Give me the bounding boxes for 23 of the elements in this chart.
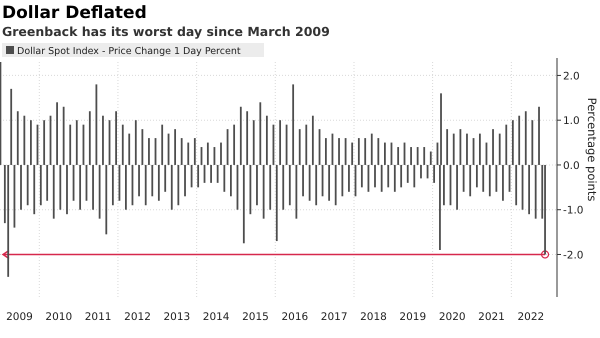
x-tick-label: 2016 bbox=[282, 311, 309, 323]
x-tick-label: 2011 bbox=[84, 311, 112, 323]
legend-label: Dollar Spot Index - Price Change 1 Day Percent bbox=[17, 46, 241, 57]
y-tick-label: 1.0 bbox=[563, 115, 580, 128]
y-tick-label: 0.0 bbox=[563, 160, 580, 172]
x-tick-label: 2018 bbox=[360, 311, 387, 323]
x-tick-label: 2017 bbox=[320, 311, 348, 323]
x-tick-label: 2022 bbox=[517, 311, 544, 323]
x-tick-label: 2020 bbox=[438, 311, 466, 323]
chart-title: Dollar Deflated bbox=[2, 3, 147, 23]
chart-subtitle: Greenback has its worst day since March 2009 bbox=[2, 24, 330, 39]
x-tick-label: 2015 bbox=[242, 311, 269, 323]
y-tick-label: -2.0 bbox=[563, 249, 584, 262]
y-tick-label: -1.0 bbox=[563, 204, 584, 217]
x-tick-label: 2019 bbox=[399, 311, 426, 323]
x-tick-label: 2009 bbox=[6, 311, 33, 323]
x-tick-label: 2013 bbox=[163, 311, 190, 323]
x-tick-label: 2010 bbox=[45, 311, 72, 323]
x-tick-label: 2012 bbox=[124, 311, 151, 323]
y-axis-title: Percentage points bbox=[585, 98, 599, 202]
x-tick-label: 2021 bbox=[478, 311, 505, 323]
x-tick-label: 2014 bbox=[202, 311, 230, 323]
y-tick-label: 2.0 bbox=[563, 70, 580, 82]
